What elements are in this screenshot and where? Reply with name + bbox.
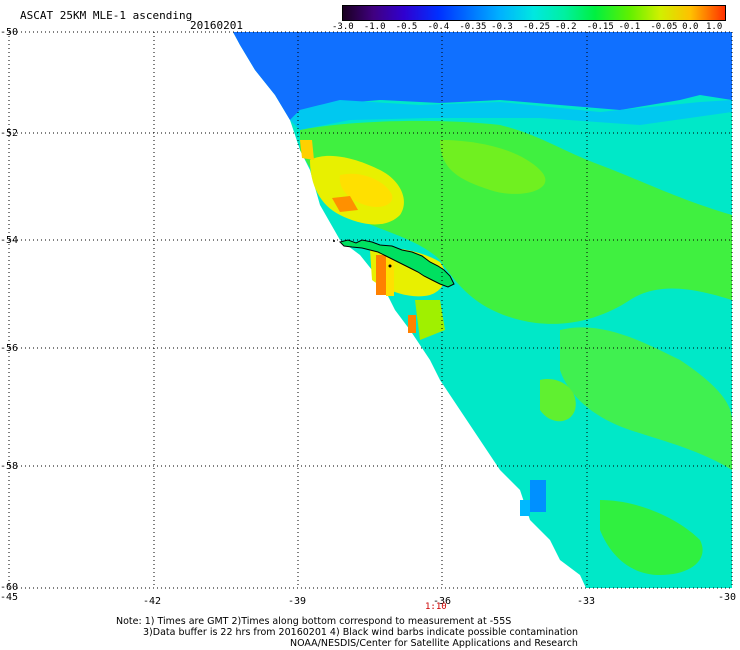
footnote-line-1: Note: 1) Times are GMT 2)Times along bot… (116, 616, 512, 627)
colorbar-tick-label: -0.3 (491, 22, 513, 32)
lon-label: -39 (288, 596, 307, 607)
swath-green-region (300, 120, 732, 324)
lon-label: -42 (143, 596, 162, 607)
time-label: 1:10 (425, 602, 447, 612)
colorbar-tick-label: -0.25 (523, 22, 551, 32)
swath-blue-band (233, 32, 732, 120)
map-title: ASCAT 25KM MLE-1 ascending (20, 9, 193, 22)
lat-label: -54 (0, 235, 19, 246)
colorbar-tick-label: -0.15 (586, 22, 614, 32)
lon-label: -36 (433, 596, 452, 607)
colorbar-tick-label: -1.0 (363, 22, 386, 32)
lat-label: -58 (0, 461, 19, 472)
lon-label: -30 (718, 592, 737, 603)
lat-label: -56 (0, 343, 19, 354)
graticule (8, 31, 733, 589)
colorbar-tick-label: -0.35 (459, 22, 487, 32)
footnote-line-3: NOAA/NESDIS/Center for Satellite Applica… (290, 638, 578, 649)
colorbar-tick-label: 1.0 (706, 22, 723, 32)
colorbar (342, 5, 726, 21)
colorbar-tick-label: -0.2 (554, 22, 577, 32)
lat-label: -60 (0, 582, 19, 593)
colorbar-tick-label: -3.0 (332, 22, 354, 32)
lon-label: -45 (0, 592, 19, 603)
colorbar-tick-label: -0.4 (427, 22, 450, 32)
colorbar-tick-label: -0.1 (618, 22, 641, 32)
lat-label: -50 (0, 27, 19, 38)
footnote-line-2: 3)Data buffer is 22 hrs from 20160201 4)… (143, 627, 579, 638)
colorbar-tick-label: 0.0 (682, 22, 699, 32)
map-date: 20160201 (190, 19, 243, 32)
colorbar-tick-label: -0.05 (650, 22, 678, 32)
lat-label: -52 (0, 128, 19, 139)
south-georgia-island (339, 239, 455, 288)
colorbar-tick-label: -0.5 (395, 22, 418, 32)
lon-label: -33 (577, 596, 596, 607)
